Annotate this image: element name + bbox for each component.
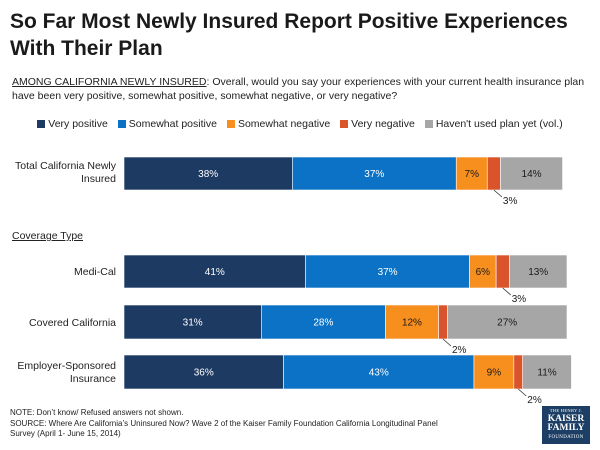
bar-medi-cal-very-positive (123, 254, 306, 289)
leader-line-total (493, 189, 503, 198)
legend-item-very-negative: Very negative (340, 118, 415, 130)
leader-line-medi-cal (502, 287, 512, 296)
data-label-total-very-positive: 38% (198, 169, 218, 180)
bar-covered-california-very-negative (438, 304, 448, 340)
bar-employer-very-negative (513, 354, 524, 390)
data-label-covered-california-very-positive: 31% (183, 318, 203, 329)
question-lead: AMONG CALIFORNIA NEWLY INSURED (12, 76, 207, 88)
data-label-employer-somewhat-negative: 9% (487, 368, 502, 379)
leader-line-employer (518, 388, 527, 397)
leader-line-covered-california (442, 338, 452, 347)
bar-total-very-negative (486, 156, 501, 191)
data-label-covered-california-somewhat-positive: 28% (313, 318, 333, 329)
data-label-covered-california-somewhat-negative: 12% (402, 318, 422, 329)
legend-item-somewhat-negative: Somewhat negative (226, 118, 331, 130)
bar-covered-california-somewhat-positive (261, 304, 386, 340)
legend-label: Very negative (351, 118, 415, 130)
category-label-employer: Employer-Sponsored Insurance (17, 360, 116, 385)
logo-line: KAISER (547, 413, 585, 424)
bar-covered-california-havent-used (447, 304, 568, 340)
category-label-medi-cal: Medi-Cal (73, 266, 116, 278)
legend-item-very-positive: Very positive (37, 118, 108, 130)
legend-swatch (340, 120, 349, 128)
bar-medi-cal-somewhat-negative (469, 254, 497, 289)
legend-swatch (37, 120, 46, 128)
data-label-medi-cal-somewhat-positive: 37% (378, 267, 398, 278)
bar-total-somewhat-negative (455, 156, 488, 191)
legend-label: Somewhat negative (237, 118, 331, 130)
legend: Very positive Somewhat positive Somewhat… (0, 118, 600, 130)
kaiser-logo: THE HENRY J. KAISER FAMILY FOUNDATION (542, 406, 590, 444)
legend-swatch (226, 120, 235, 128)
legend-swatch (424, 120, 433, 128)
bar-total-havent-used (500, 156, 563, 191)
legend-item-havent-used: Haven't used plan yet (vol.) (424, 118, 563, 130)
bar-employer-somewhat-negative (473, 354, 515, 390)
question-text: : Overall, would you say your experience… (12, 76, 585, 102)
bar-employer-havent-used (522, 354, 572, 390)
data-label-medi-cal-havent-used: 13% (528, 267, 548, 278)
data-label-employer-somewhat-positive: 43% (369, 368, 389, 379)
legend-label: Somewhat positive (128, 118, 217, 130)
footer: NOTE: Don’t know/ Refused answers not sh… (10, 408, 450, 440)
bar-employer-somewhat-positive (283, 354, 475, 390)
bar-medi-cal-havent-used (509, 254, 568, 289)
data-label-total-very-negative: 3% (503, 196, 518, 207)
bar-medi-cal-somewhat-positive (305, 254, 470, 289)
legend-label: Very positive (48, 118, 108, 130)
legend-swatch (117, 120, 126, 128)
data-label-covered-california-havent-used: 27% (497, 318, 517, 329)
logo-line: FAMILY (547, 423, 585, 433)
section-label-coverage-type: Coverage Type (12, 230, 84, 242)
data-label-total-havent-used: 14% (522, 169, 542, 180)
logo-line: THE HENRY J. (549, 408, 583, 413)
bar-employer-very-positive (123, 354, 284, 390)
data-label-employer-havent-used: 11% (537, 368, 556, 379)
legend-label: Haven't used plan yet (vol.) (435, 118, 563, 130)
data-label-covered-california-very-negative: 2% (452, 345, 467, 356)
footer-note: NOTE: Don’t know/ Refused answers not sh… (10, 408, 184, 417)
legend-item-somewhat-positive: Somewhat positive (117, 118, 217, 130)
bar-medi-cal-very-negative (495, 254, 510, 289)
category-label-total: Total California Newly Insured (15, 160, 116, 185)
data-label-employer-very-negative: 2% (527, 395, 542, 406)
logo-line: FOUNDATION (548, 434, 584, 440)
chart-title: So Far Most Newly Insured Report Positiv… (10, 10, 568, 60)
survey-question: AMONG CALIFORNIA NEWLY INSURED: Overall,… (12, 75, 592, 103)
data-label-employer-very-positive: 36% (194, 368, 214, 379)
data-label-total-somewhat-negative: 7% (465, 169, 480, 180)
data-label-medi-cal-very-negative: 3% (512, 294, 527, 305)
data-label-medi-cal-somewhat-negative: 6% (476, 267, 491, 278)
category-label-covered-california: Covered California (29, 317, 116, 329)
data-label-medi-cal-very-positive: 41% (205, 267, 225, 278)
footer-source: SOURCE: Where Are California’s Uninsured… (10, 418, 438, 439)
data-label-total-somewhat-positive: 37% (364, 169, 384, 180)
